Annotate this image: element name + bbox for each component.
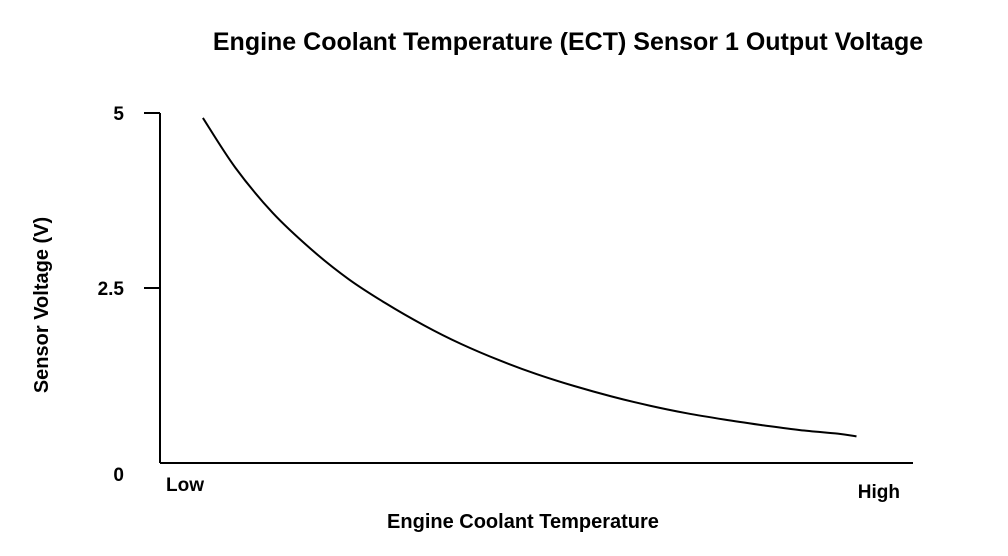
y-tick-label: 2.5 xyxy=(98,279,125,300)
plot-area: 52.50 xyxy=(98,104,913,486)
y-tick-label: 0 xyxy=(113,465,124,486)
y-ticks: 52.50 xyxy=(98,104,160,486)
x-axis-title: Engine Coolant Temperature xyxy=(387,511,659,533)
chart-title: Engine Coolant Temperature (ECT) Sensor … xyxy=(213,28,923,56)
y-tick-label: 5 xyxy=(113,104,124,125)
x-tick-label-low: Low xyxy=(166,475,204,496)
series-line-voltage-curve xyxy=(202,117,857,438)
x-tick-label-high: High xyxy=(858,482,900,503)
y-axis-title: Sensor Voltage (V) xyxy=(31,217,53,393)
